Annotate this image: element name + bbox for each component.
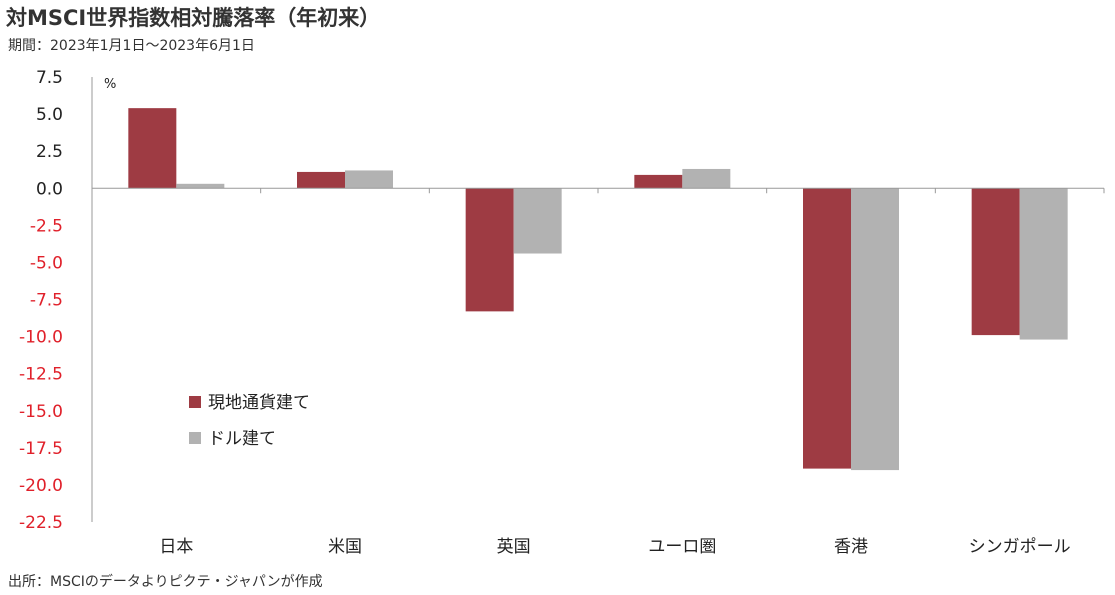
legend-label: 現地通貨建て xyxy=(208,393,310,413)
category-labels: 日本 米国 英国 ユーロ圏 香港 シンガポール xyxy=(159,537,1070,557)
y-tick-label: -17.5 xyxy=(19,439,63,459)
y-tick-label: -5.0 xyxy=(30,253,63,273)
bar-usd-2 xyxy=(513,188,562,254)
y-tick-label: -12.5 xyxy=(19,365,63,385)
bar-local-currency-1 xyxy=(297,171,345,189)
y-tick-label: 2.5 xyxy=(36,142,63,162)
y-axis-ticks: 7.5 5.0 2.5 0.0 -2.5 -5.0 -7.5 -10.0 -12.5 -15.0 -… xyxy=(19,68,116,533)
y-tick-label: -10.0 xyxy=(19,328,63,348)
category-label: 香港 xyxy=(834,537,868,557)
bar-local-currency-0 xyxy=(128,108,177,189)
bar-usd-5 xyxy=(1019,188,1068,340)
bar-local-currency-3 xyxy=(634,174,683,189)
y-tick-label: -15.0 xyxy=(19,402,63,422)
y-tick-label: 0.0 xyxy=(36,179,63,199)
y-tick-label: -2.5 xyxy=(30,216,63,236)
category-label: シンガポール xyxy=(969,537,1071,557)
y-axis-unit-label: % xyxy=(104,77,116,92)
bar-usd-1 xyxy=(345,170,393,189)
legend-swatch xyxy=(189,432,201,444)
legend-label: ドル建て xyxy=(208,429,276,449)
legend-swatch xyxy=(189,396,201,408)
bar-usd-0 xyxy=(176,183,225,189)
category-label: 米国 xyxy=(328,537,362,557)
chart-title: 対MSCI世界指数相対騰落率（年初来） xyxy=(6,6,381,30)
y-tick-label: -7.5 xyxy=(30,291,63,311)
bar-local-currency-5 xyxy=(971,188,1020,336)
axes xyxy=(91,77,1105,522)
bar-local-currency-2 xyxy=(465,188,514,312)
y-tick-label: 7.5 xyxy=(36,68,63,88)
bar-local-currency-4 xyxy=(803,188,851,469)
bars xyxy=(128,108,1068,471)
bar-usd-4 xyxy=(851,188,899,471)
category-label: 日本 xyxy=(159,537,193,557)
chart-subtitle: 期間：2023年1月1日～2023年6月1日 xyxy=(8,38,255,54)
y-tick-label: -20.0 xyxy=(19,476,63,496)
y-tick-label: 5.0 xyxy=(36,105,63,125)
bar-usd-3 xyxy=(682,168,731,189)
source-note: 出所：MSCIのデータよりピクテ・ジャパンが作成 xyxy=(8,574,323,590)
category-label: 英国 xyxy=(497,537,531,557)
category-label: ユーロ圏 xyxy=(648,537,716,557)
y-tick-label: -22.5 xyxy=(19,513,63,533)
